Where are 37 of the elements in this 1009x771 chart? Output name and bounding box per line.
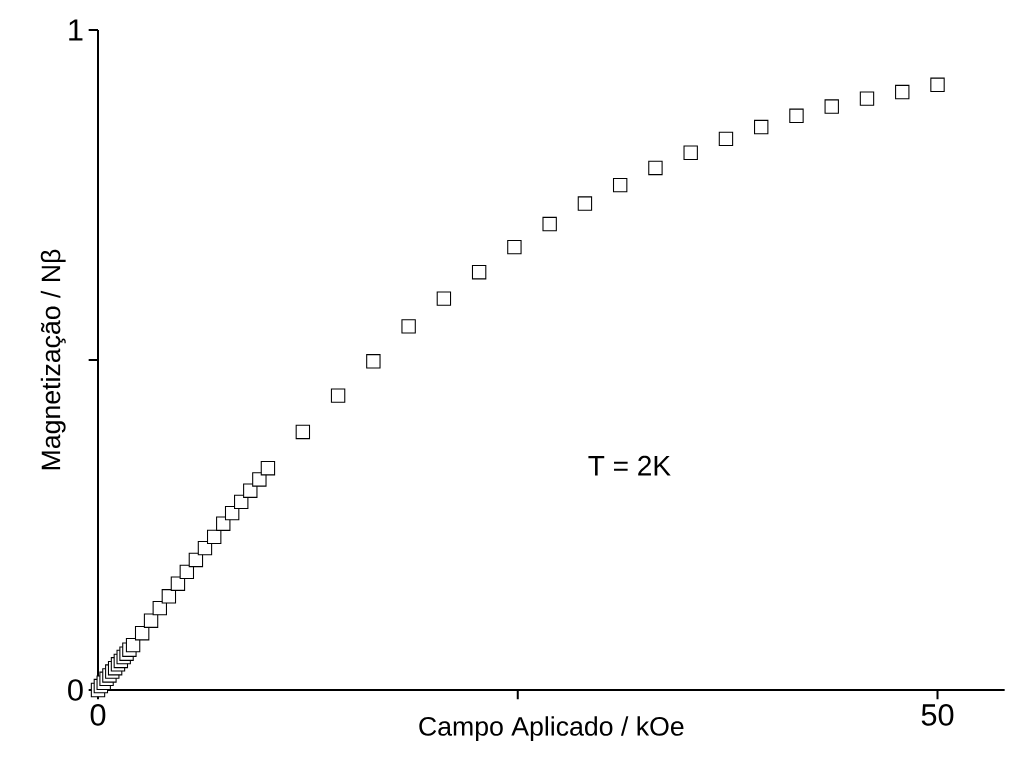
point xyxy=(612,177,628,193)
point xyxy=(243,483,258,498)
point xyxy=(179,564,195,580)
point xyxy=(895,84,910,100)
point xyxy=(234,494,249,510)
y-axis-title: Magnetização / Nβ xyxy=(40,249,66,470)
point xyxy=(401,319,416,334)
point xyxy=(206,529,222,545)
point xyxy=(648,160,663,176)
annotation: T = 2K xyxy=(588,455,671,476)
point xyxy=(471,265,487,280)
point xyxy=(216,516,231,531)
point xyxy=(134,626,150,641)
point xyxy=(170,576,186,591)
point xyxy=(366,354,381,369)
point xyxy=(330,388,346,403)
point xyxy=(436,291,452,306)
point xyxy=(188,552,204,568)
point xyxy=(824,99,839,114)
point xyxy=(930,77,945,92)
point xyxy=(143,613,159,628)
point xyxy=(789,108,804,123)
point xyxy=(683,145,698,160)
point xyxy=(260,461,276,476)
point xyxy=(754,119,769,135)
y-tick-label: 1 xyxy=(69,19,83,41)
point xyxy=(507,239,522,255)
point xyxy=(542,216,557,232)
point xyxy=(718,131,734,147)
point xyxy=(577,196,593,211)
point xyxy=(859,91,875,106)
point xyxy=(152,600,167,616)
x-tick-label: 50 xyxy=(921,704,954,726)
point xyxy=(295,424,311,440)
x-axis-title: Campo Aplicado / kOe xyxy=(419,716,684,742)
point xyxy=(252,472,267,487)
point xyxy=(161,589,177,604)
